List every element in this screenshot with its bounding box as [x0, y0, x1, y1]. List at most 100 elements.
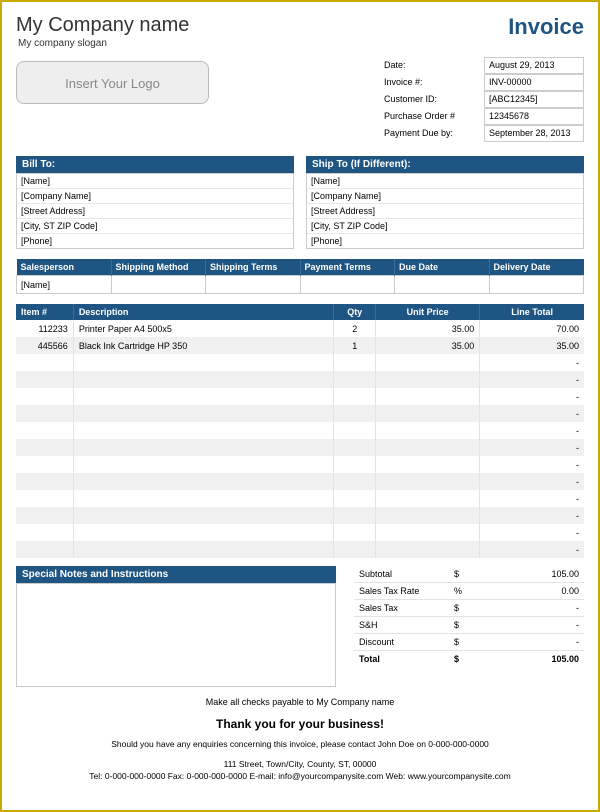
cell-price[interactable]: 35.00: [376, 337, 480, 354]
cell-desc[interactable]: [73, 541, 334, 558]
cell-qty[interactable]: 1: [334, 337, 376, 354]
cell-item[interactable]: [16, 354, 73, 371]
cell-qty[interactable]: [334, 388, 376, 405]
cell-price[interactable]: 35.00: [376, 320, 480, 337]
line-item-row: -: [16, 388, 584, 405]
logo-placeholder[interactable]: Insert Your Logo: [16, 61, 209, 104]
cell-qty[interactable]: [334, 541, 376, 558]
cell-item[interactable]: [16, 439, 73, 456]
cell-qty[interactable]: [334, 354, 376, 371]
cell-item[interactable]: 445566: [16, 337, 73, 354]
bill-to-line[interactable]: [City, ST ZIP Code]: [17, 219, 293, 234]
cell-qty[interactable]: [334, 371, 376, 388]
th-total: Line Total: [480, 304, 584, 320]
ship-to-line[interactable]: [Company Name]: [307, 189, 583, 204]
cell-item[interactable]: [16, 388, 73, 405]
cell-qty[interactable]: [334, 456, 376, 473]
meta-po-value[interactable]: 12345678: [484, 108, 584, 125]
th-item: Item #: [16, 304, 73, 320]
sh-val[interactable]: -: [469, 617, 584, 634]
cell-qty[interactable]: [334, 473, 376, 490]
cell-price[interactable]: [376, 490, 480, 507]
terms-cell[interactable]: [489, 276, 584, 294]
subtotal-val: 105.00: [469, 566, 584, 583]
cell-qty[interactable]: [334, 524, 376, 541]
cell-price[interactable]: [376, 473, 480, 490]
cell-total: -: [480, 354, 584, 371]
terms-cell[interactable]: [111, 276, 206, 294]
cell-item[interactable]: [16, 490, 73, 507]
invoice-title: Invoice: [508, 14, 584, 40]
cell-qty[interactable]: [334, 507, 376, 524]
ship-to-line[interactable]: [Street Address]: [307, 204, 583, 219]
cell-item[interactable]: [16, 456, 73, 473]
cell-desc[interactable]: [73, 473, 334, 490]
cell-item[interactable]: [16, 541, 73, 558]
cell-price[interactable]: [376, 354, 480, 371]
cell-price[interactable]: [376, 524, 480, 541]
cell-item[interactable]: [16, 507, 73, 524]
ship-to-line[interactable]: [City, ST ZIP Code]: [307, 219, 583, 234]
meta-date-value[interactable]: August 29, 2013: [484, 57, 584, 74]
cell-desc[interactable]: [73, 354, 334, 371]
cell-item[interactable]: 112233: [16, 320, 73, 337]
ship-to-column: Ship To (If Different): [Name] [Company …: [306, 156, 584, 249]
cell-desc[interactable]: [73, 490, 334, 507]
cell-item[interactable]: [16, 524, 73, 541]
terms-cell[interactable]: [395, 276, 490, 294]
cell-item[interactable]: [16, 473, 73, 490]
cell-qty[interactable]: [334, 439, 376, 456]
cell-qty[interactable]: 2: [334, 320, 376, 337]
th-desc: Description: [73, 304, 334, 320]
notes-body[interactable]: [16, 583, 336, 687]
bill-to-line[interactable]: [Company Name]: [17, 189, 293, 204]
bill-to-line[interactable]: [Phone]: [17, 234, 293, 248]
cell-price[interactable]: [376, 456, 480, 473]
cell-desc[interactable]: [73, 405, 334, 422]
cell-desc[interactable]: [73, 422, 334, 439]
cell-desc[interactable]: [73, 524, 334, 541]
cell-item[interactable]: [16, 405, 73, 422]
cell-item[interactable]: [16, 371, 73, 388]
cell-price[interactable]: [376, 371, 480, 388]
bill-to-line[interactable]: [Name]: [17, 174, 293, 189]
line-item-row: -: [16, 371, 584, 388]
cell-qty[interactable]: [334, 490, 376, 507]
terms-cell[interactable]: [300, 276, 395, 294]
meta-due-value[interactable]: September 28, 2013: [484, 125, 584, 142]
terms-cell[interactable]: [206, 276, 301, 294]
ship-to-body: [Name] [Company Name] [Street Address] […: [306, 173, 584, 249]
cell-desc[interactable]: [73, 371, 334, 388]
cell-price[interactable]: [376, 439, 480, 456]
th-payment-terms: Payment Terms: [300, 259, 395, 276]
cell-price[interactable]: [376, 507, 480, 524]
taxrate-val[interactable]: 0.00: [469, 583, 584, 600]
cell-total: -: [480, 371, 584, 388]
terms-cell[interactable]: [Name]: [17, 276, 112, 294]
meta-invoice-value[interactable]: INV-00000: [484, 74, 584, 91]
bottom-row: Special Notes and Instructions Subtotal$…: [16, 566, 584, 687]
cell-qty[interactable]: [334, 405, 376, 422]
bill-to-line[interactable]: [Street Address]: [17, 204, 293, 219]
cell-desc[interactable]: [73, 456, 334, 473]
meta-customer-value[interactable]: [ABC12345]: [484, 91, 584, 108]
line-item-row: -: [16, 490, 584, 507]
th-price: Unit Price: [376, 304, 480, 320]
cell-price[interactable]: [376, 405, 480, 422]
cell-desc[interactable]: Printer Paper A4 500x5: [73, 320, 334, 337]
cell-total: -: [480, 473, 584, 490]
cell-qty[interactable]: [334, 422, 376, 439]
discount-val[interactable]: -: [469, 634, 584, 651]
cell-price[interactable]: [376, 422, 480, 439]
ship-to-line[interactable]: [Name]: [307, 174, 583, 189]
cell-item[interactable]: [16, 422, 73, 439]
invoice-meta: Date:August 29, 2013 Invoice #:INV-00000…: [384, 57, 584, 142]
cell-desc[interactable]: [73, 439, 334, 456]
address-section: Bill To: [Name] [Company Name] [Street A…: [16, 156, 584, 249]
cell-desc[interactable]: [73, 388, 334, 405]
cell-desc[interactable]: Black Ink Cartridge HP 350: [73, 337, 334, 354]
cell-desc[interactable]: [73, 507, 334, 524]
ship-to-line[interactable]: [Phone]: [307, 234, 583, 248]
cell-price[interactable]: [376, 388, 480, 405]
cell-price[interactable]: [376, 541, 480, 558]
